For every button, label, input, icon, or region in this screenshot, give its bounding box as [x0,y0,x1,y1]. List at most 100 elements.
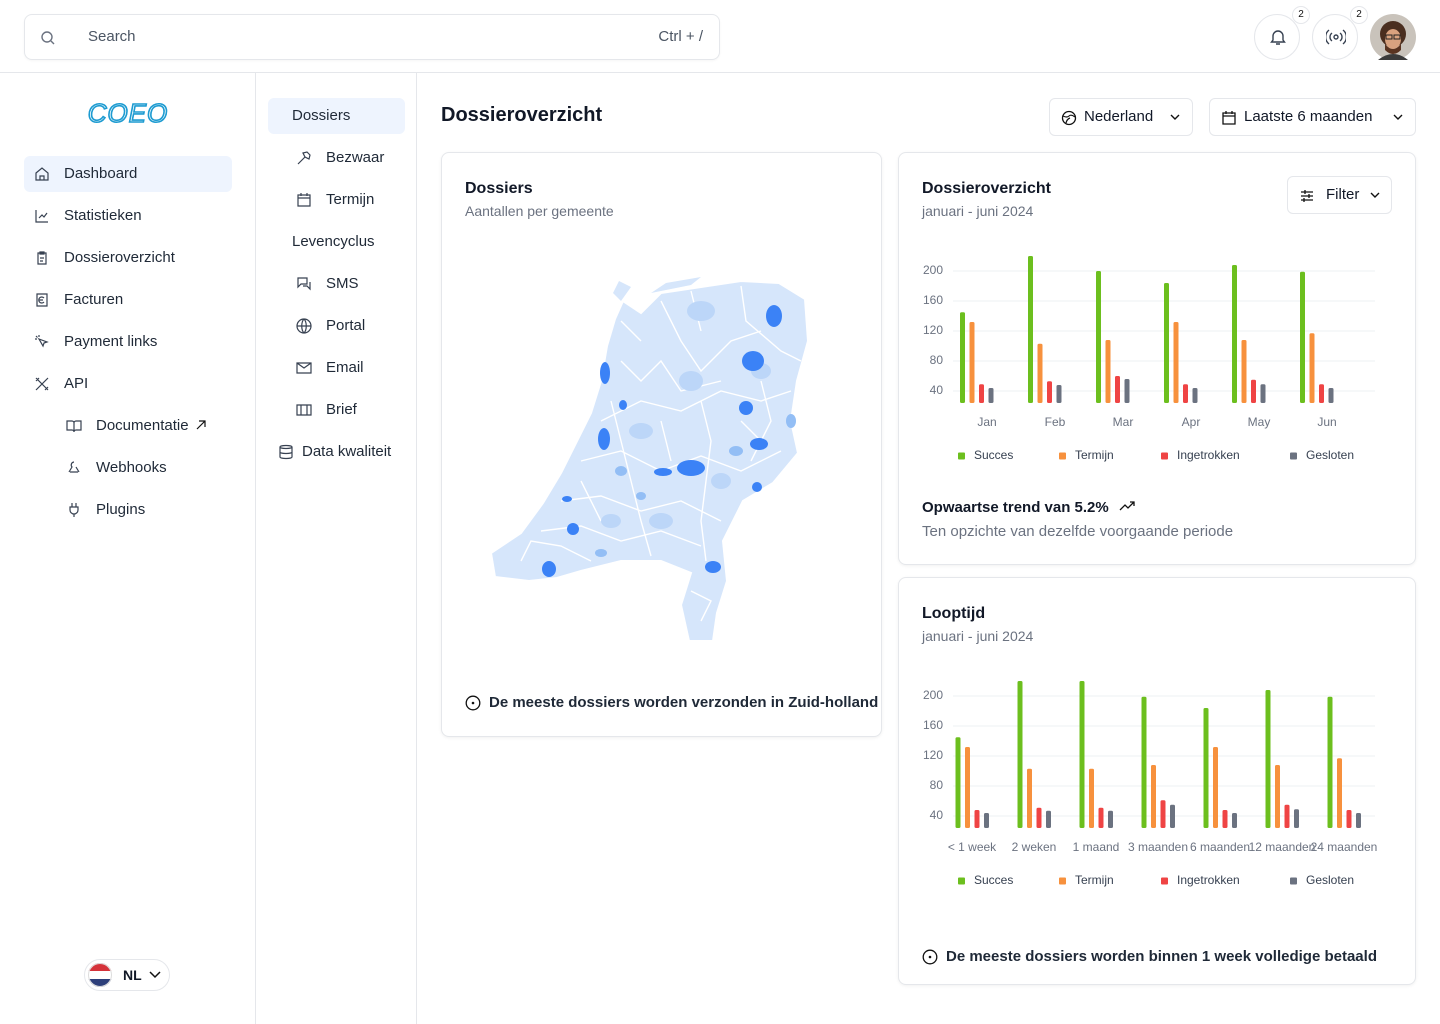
external-icon [196,420,206,430]
page-title: Dossieroverzicht [441,104,603,126]
trend-text: Opwaartse trend van 5.2% [922,499,1109,516]
netherlands-map [489,277,810,642]
nav-item[interactable]: Facturen [24,282,232,318]
bar [1028,256,1033,403]
bar [1124,379,1130,403]
broadcast-icon [1326,29,1346,45]
subnav-item[interactable]: SMS [268,266,405,302]
nav-icon [297,193,311,207]
nav-item[interactable]: Webhooks [24,450,232,486]
nav-item[interactable]: Dossieroverzicht [24,240,232,276]
broadcast-button[interactable] [1312,14,1358,60]
bar [1275,765,1280,828]
bar [1192,388,1198,403]
bar [1056,385,1062,403]
nav-item[interactable]: Plugins [24,492,232,528]
bar [1337,758,1342,828]
region-dropdown[interactable]: Nederland [1049,98,1193,136]
nav-icon [296,362,312,374]
y-tick-label: 200 [923,263,943,277]
card-title: Looptijd [922,605,986,622]
x-tick-label: 2 weken [1012,840,1057,854]
bar [1105,340,1111,403]
y-tick-label: 200 [923,688,943,702]
nav-label: Email [326,359,364,376]
nav-icon [279,444,293,460]
bar [1036,807,1042,828]
nav-icon [35,210,48,223]
top-bar [0,0,1440,73]
x-tick-label: Mar [1113,415,1134,429]
nav-label: Documentatie [96,417,189,434]
bar [1265,690,1271,828]
nav-item[interactable]: Documentatie [24,408,232,444]
nav-icon [296,404,312,416]
icon-shape [37,251,47,265]
legend-swatch [1290,452,1297,460]
bar [1173,322,1179,403]
card-footer: De meeste dossiers worden verzonden in Z… [489,694,879,711]
x-tick-label: Jun [1317,415,1336,429]
subnav-item[interactable]: Dossiers [268,98,405,134]
info-icon [922,949,938,965]
search-icon [41,31,55,45]
filter-icon [1301,190,1313,202]
bar [1037,343,1043,403]
info-icon [465,695,481,711]
subnav-item[interactable]: Brief [268,392,405,428]
bar [1160,800,1166,828]
bar [1046,810,1051,828]
bar [1300,271,1305,403]
avatar[interactable] [1370,14,1416,60]
bar [1232,813,1237,828]
subnav-item[interactable]: Bezwaar [268,140,405,176]
card-title: Dossiers [465,180,533,197]
bar [1141,696,1147,828]
x-tick-label: 1 maand [1073,840,1120,854]
nav-icon [297,277,311,291]
period-dropdown[interactable]: Laatste 6 maanden [1209,98,1416,136]
bar [1356,813,1361,828]
subnav-item[interactable]: Levencyclus [268,224,405,260]
nav-item[interactable]: API [24,366,232,402]
subnav-item[interactable]: Data kwaliteit [268,434,405,470]
y-tick-label: 80 [930,778,944,792]
language-switch[interactable]: NL [84,959,170,991]
subnav-item[interactable]: Email [268,350,405,386]
notification-badge: 2 [1292,6,1310,24]
filter-button[interactable]: Filter [1287,176,1392,214]
bar [1183,384,1188,403]
nav-item[interactable]: Dashboard [24,156,232,192]
trend-label: Opwaartse trend van 5.2% [922,499,1137,516]
y-tick-label: 80 [930,353,944,367]
bar [1328,388,1334,403]
legend-swatch [1161,877,1168,885]
nav-item[interactable]: Payment links [24,324,232,360]
bar [1294,809,1299,828]
search-box[interactable]: Search Ctrl + / [24,14,720,60]
bar [955,737,961,828]
x-tick-label: 24 maanden [1311,840,1378,854]
nav-label: Statistieken [64,207,142,224]
subnav-item[interactable]: Termijn [268,182,405,218]
icon-shape [35,167,49,181]
card-subtitle: januari - juni 2024 [922,628,1034,644]
search-shortcut: Ctrl + / [658,28,703,45]
legend-label: Termijn [1075,873,1114,887]
icon-shape [297,151,311,165]
nav-label: Bezwaar [326,149,385,166]
region-label: Nederland [1084,108,1154,125]
notifications-button[interactable] [1254,14,1300,60]
bar [1346,810,1352,828]
legend-swatch [1059,877,1066,885]
bar [988,388,994,403]
card-title: Dossieroverzicht [922,180,1051,197]
trend-note: Ten opzichte van dezelfde voorgaande per… [922,523,1234,540]
card-footer: De meeste dossiers worden binnen 1 week … [946,948,1377,965]
nav-item[interactable]: Statistieken [24,198,232,234]
icon-shape [297,193,311,207]
nav-label: Dossiers [292,107,351,124]
bar [1017,681,1023,828]
subnav-item[interactable]: Portal [268,308,405,344]
